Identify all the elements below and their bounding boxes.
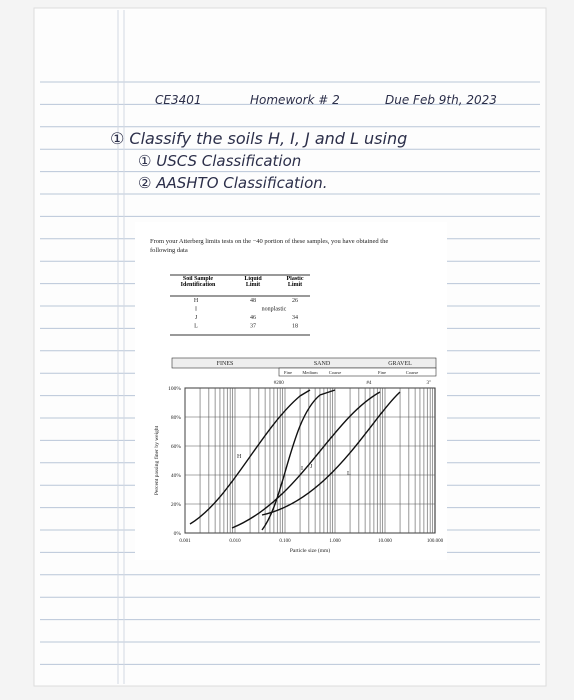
x-axis-label: Particle size (mm) — [290, 547, 330, 554]
band-label: GRAVEL — [388, 361, 412, 367]
table-cell: J — [195, 315, 198, 321]
y-axis-label: Percent passing finer by weight — [153, 425, 160, 495]
subband-label: Fine — [378, 370, 386, 375]
gradation-curve — [261, 391, 401, 516]
table-cell: 37 — [250, 324, 256, 330]
curve-label: H — [237, 454, 242, 460]
curve-label: L — [347, 471, 351, 477]
course: CE3401 — [155, 93, 202, 107]
y-tick-label: 60% — [171, 444, 182, 450]
y-tick-label: 100% — [168, 386, 181, 392]
x-tick-label: 100.000 — [427, 539, 444, 544]
table-cell: 46 — [250, 315, 256, 321]
table-cell: 48 — [250, 298, 256, 304]
subband-label: Coarse — [329, 370, 342, 375]
due-date: Due Feb 9th, 2023 — [385, 93, 497, 107]
x-tick-label: 0.001 — [179, 539, 191, 544]
table-cell: 18 — [292, 324, 298, 330]
band-label: FINES — [217, 361, 234, 367]
gradation-curve — [231, 391, 381, 529]
table-cell: nonplastic — [262, 307, 287, 313]
band-label: SAND — [314, 361, 331, 367]
table-cell: H — [194, 298, 199, 304]
x-tick-label: 10.000 — [378, 539, 392, 544]
problem-line: ① USCS Classification — [138, 152, 301, 170]
table-cell: 26 — [292, 298, 298, 304]
assignment: Homework # 2 — [250, 93, 340, 107]
table-header: Soil Sample Identification — [180, 276, 216, 288]
problem-line: ① Classify the soils H, I, J and L using — [110, 129, 407, 148]
sieve-label: #200 — [274, 381, 285, 386]
sieve-label: 3" — [426, 381, 431, 386]
problem-line: ② AASHTO Classification. — [138, 174, 328, 192]
table-cell: L — [194, 324, 198, 330]
y-tick-label: 40% — [171, 473, 182, 479]
subband-label: Coarse — [406, 370, 419, 375]
x-tick-label: 1.000 — [329, 539, 341, 544]
sieve-label: #4 — [366, 381, 372, 386]
gradation-curve — [261, 389, 336, 531]
x-tick-label: 0.010 — [229, 539, 241, 544]
table-cell: 34 — [292, 315, 298, 321]
subband-label: Fine — [284, 370, 292, 375]
plot-frame — [184, 387, 436, 534]
curve-label: I — [301, 466, 303, 472]
y-tick-label: 80% — [171, 415, 182, 421]
intro-text: following data — [150, 247, 188, 254]
curve-label: J — [310, 464, 313, 470]
y-tick-label: 20% — [171, 502, 182, 508]
table-cell: I — [195, 307, 197, 313]
table: Soil Sample Identification Liquid Limit … — [170, 274, 310, 336]
intro-text: From your Atterberg limits tests on the … — [150, 238, 388, 245]
table-header: Plastic Limit — [286, 276, 304, 288]
subband-label: Medium — [302, 370, 318, 375]
subband-box — [278, 367, 437, 377]
y-tick-label: 0% — [174, 531, 182, 537]
x-tick-label: 0.100 — [279, 539, 291, 544]
gradation-curve — [189, 389, 311, 525]
table-header: Liquid Limit — [244, 276, 262, 288]
